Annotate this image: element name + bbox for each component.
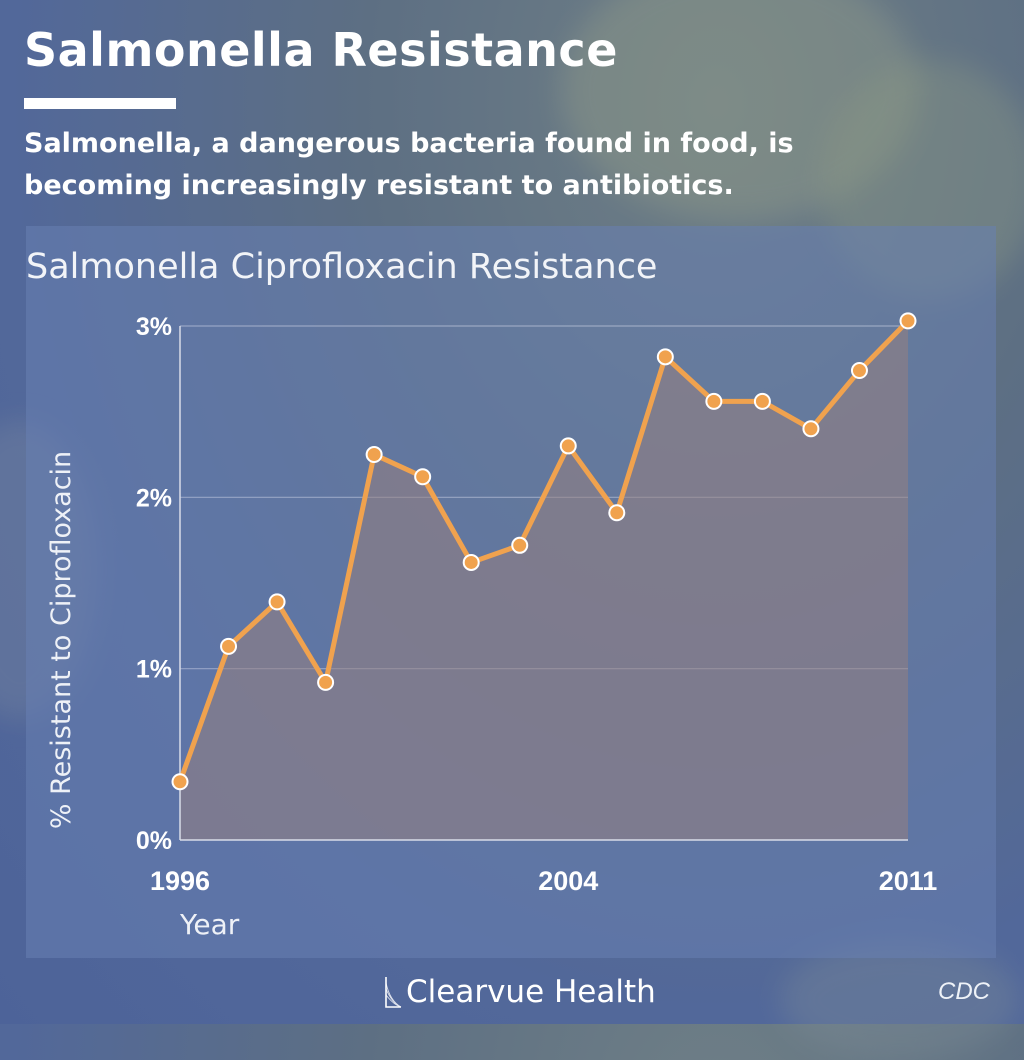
y-tick-labels: 0% 1% 2% 3% bbox=[136, 313, 172, 855]
brand-logo: Clearvue Health bbox=[384, 968, 656, 1016]
x-tick-label: 1996 bbox=[150, 866, 210, 896]
x-tick-label: 2004 bbox=[538, 866, 598, 896]
data-point bbox=[802, 420, 820, 438]
data-point bbox=[365, 446, 383, 463]
data-point bbox=[608, 504, 626, 522]
x-tick-label: 2011 bbox=[879, 866, 938, 896]
data-point bbox=[656, 348, 674, 366]
y-tick-label: 3% bbox=[136, 313, 172, 341]
data-point bbox=[171, 773, 189, 791]
series-line bbox=[177, 319, 910, 783]
data-point bbox=[462, 553, 480, 571]
data-point bbox=[753, 392, 771, 410]
data-point bbox=[220, 637, 238, 655]
y-tick-label: 2% bbox=[136, 484, 172, 512]
source-credit: CDC bbox=[938, 978, 990, 1005]
data-point bbox=[559, 437, 577, 455]
data-points bbox=[171, 312, 917, 791]
page-subtitle: Salmonella, a dangerous bacteria found i… bbox=[24, 128, 794, 201]
data-point bbox=[511, 536, 529, 554]
data-point bbox=[268, 593, 286, 611]
header: Salmonella Resistance Salmonella, a dang… bbox=[24, 20, 1004, 207]
brand-mark-icon bbox=[385, 977, 402, 1008]
data-point bbox=[850, 362, 868, 380]
y-tick-label: 1% bbox=[136, 656, 172, 684]
data-point bbox=[317, 673, 335, 691]
y-axis-label: % Resistant to Ciprofloxacin bbox=[46, 451, 77, 829]
y-tick-label: 0% bbox=[136, 827, 172, 855]
brand-name: Clearvue Health bbox=[406, 974, 656, 1010]
data-point bbox=[705, 392, 723, 410]
data-point bbox=[414, 468, 432, 486]
area-fill bbox=[180, 320, 908, 840]
background-blob bbox=[560, 0, 920, 220]
title-underline bbox=[24, 98, 176, 109]
x-tick-labels: 1996 2004 2011 bbox=[150, 866, 937, 896]
line-chart: 0% 1% 2% 3% 1996 2004 2011 % Resistant to Cip… bbox=[46, 312, 937, 941]
chart-title: Salmonella Ciprofloxacin Resistance bbox=[26, 247, 658, 287]
data-point bbox=[899, 312, 917, 330]
x-axis-label: Year bbox=[179, 908, 240, 941]
page-title: Salmonella Resistance bbox=[24, 23, 618, 77]
